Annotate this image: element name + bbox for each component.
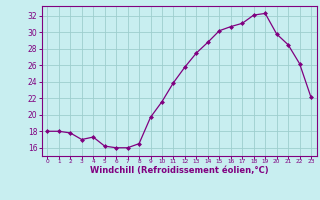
X-axis label: Windchill (Refroidissement éolien,°C): Windchill (Refroidissement éolien,°C) bbox=[90, 166, 268, 175]
